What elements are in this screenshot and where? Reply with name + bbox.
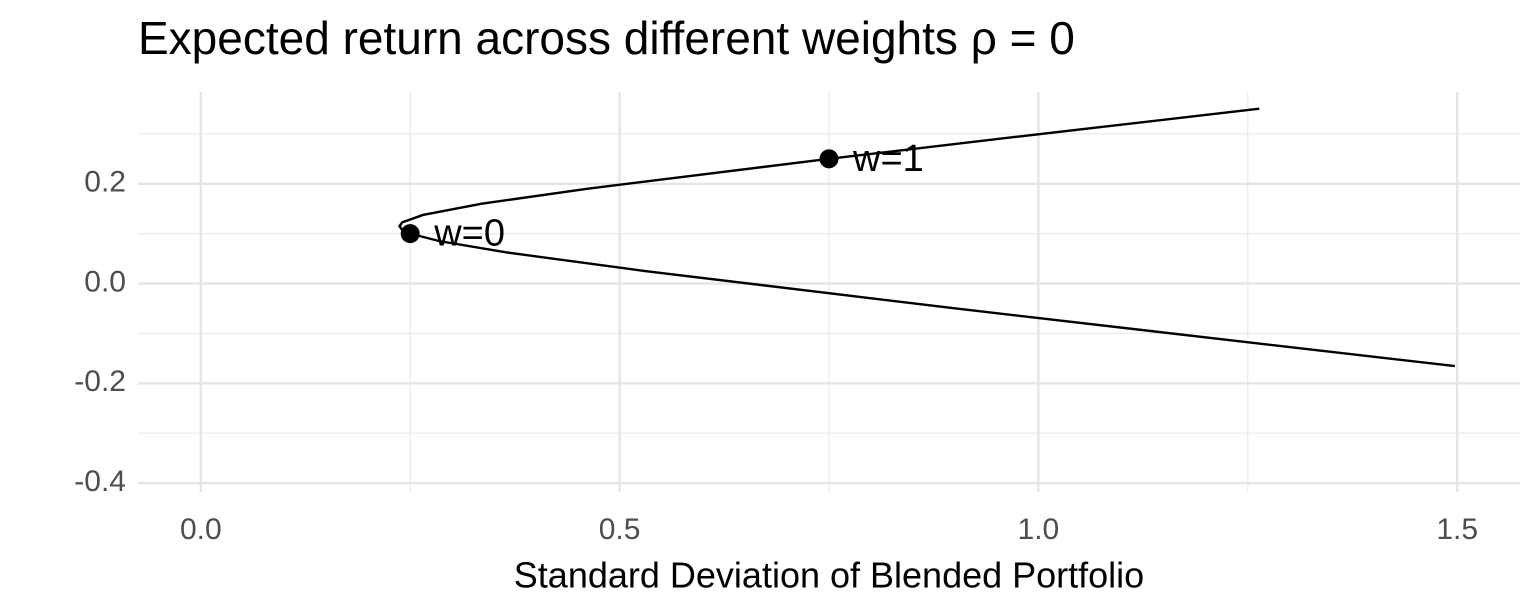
line — [398, 107, 1456, 368]
point — [400, 224, 420, 244]
y-tick-label: 0.2 — [84, 166, 126, 199]
x-tick-label: 0.5 — [599, 513, 641, 546]
point-label: w=0 — [433, 213, 505, 255]
x-tick-label: 1.5 — [1436, 513, 1478, 546]
point — [819, 149, 839, 169]
chart-title: Expected return across different weights… — [138, 12, 1075, 64]
y-tick-label: -0.2 — [74, 365, 126, 398]
x-tick-label: 0.0 — [180, 513, 222, 546]
x-tick-label: 1.0 — [1018, 513, 1060, 546]
y-tick-label: 0.0 — [84, 265, 126, 298]
y-tick-label: -0.4 — [74, 465, 126, 498]
x-axis-title: Standard Deviation of Blended Portfolio — [514, 555, 1144, 596]
point-label: w=1 — [852, 138, 924, 180]
